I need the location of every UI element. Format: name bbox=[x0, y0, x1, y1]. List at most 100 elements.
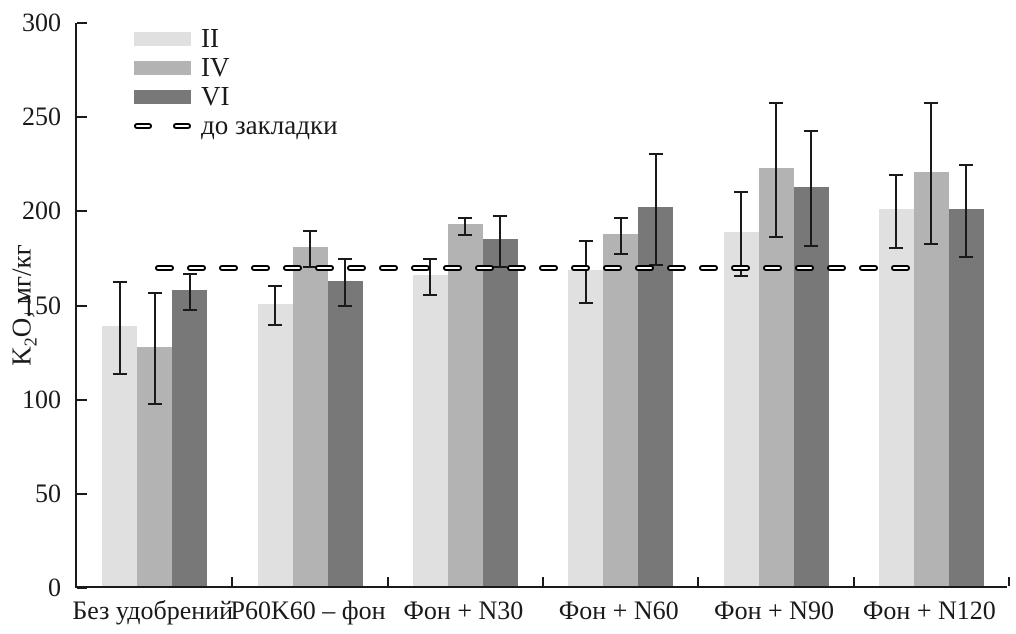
reference-dashed-line-segment bbox=[730, 264, 750, 271]
y-tick-label: 200 bbox=[22, 196, 61, 226]
legend-label-VI: VI bbox=[201, 81, 230, 111]
error-bar bbox=[654, 152, 657, 266]
error-bar-cap-bottom bbox=[493, 265, 508, 268]
reference-dashed-line-segment bbox=[826, 264, 846, 271]
legend-label-reference: до закладки bbox=[201, 110, 338, 140]
error-bar bbox=[429, 258, 432, 297]
y-axis-label-subscript: 2 bbox=[20, 337, 41, 347]
error-bar-cap-bottom bbox=[769, 235, 783, 238]
error-bar-cap-top bbox=[112, 281, 127, 284]
y-tick-label: 50 bbox=[35, 478, 61, 508]
y-axis-tick bbox=[77, 22, 87, 24]
bar-VI-1 bbox=[172, 290, 208, 586]
reference-dashed-line-segment bbox=[442, 264, 462, 271]
bar-IV-4 bbox=[603, 233, 639, 586]
error-bar-cap-top bbox=[959, 164, 974, 167]
error-bar bbox=[464, 216, 467, 236]
error-bar-cap-bottom bbox=[924, 243, 939, 246]
error-bar-cap-top bbox=[303, 230, 317, 233]
reference-dashed-line-segment bbox=[506, 264, 526, 271]
bar-II-5 bbox=[723, 231, 759, 586]
y-axis-label-base: K bbox=[6, 346, 37, 366]
error-bar bbox=[619, 216, 622, 255]
x-axis-tick bbox=[386, 577, 389, 586]
bar-VI-2 bbox=[327, 280, 363, 586]
error-bar-cap-top bbox=[147, 292, 162, 295]
error-bar bbox=[153, 292, 156, 406]
error-bar-cap-top bbox=[648, 152, 663, 155]
error-bar bbox=[188, 273, 191, 312]
reference-dashed-line-segment bbox=[538, 264, 558, 271]
error-bar bbox=[344, 258, 346, 308]
error-bar-cap-top bbox=[804, 130, 818, 133]
y-axis-tick bbox=[77, 398, 87, 401]
bar-VI-3 bbox=[482, 239, 518, 586]
error-bar-cap-top bbox=[889, 173, 904, 176]
error-bar-cap-top bbox=[268, 284, 282, 287]
legend-item-series-VI: VI bbox=[134, 81, 338, 111]
error-bar-cap-bottom bbox=[338, 305, 352, 308]
y-tick-label: 250 bbox=[22, 102, 61, 132]
y-axis-tick bbox=[77, 116, 87, 119]
error-bar-cap-bottom bbox=[578, 301, 593, 304]
y-tick-label: 100 bbox=[22, 384, 61, 414]
legend-item-series-IV: IV bbox=[134, 52, 338, 82]
error-bar bbox=[309, 230, 311, 268]
error-bar-cap-bottom bbox=[613, 252, 628, 255]
bar-VI-5 bbox=[793, 186, 829, 586]
x-category-label: Фон + N60 bbox=[558, 596, 679, 625]
error-bar-cap-top bbox=[182, 273, 197, 276]
reference-dashed-line-segment bbox=[698, 264, 718, 271]
error-bar-cap-top bbox=[578, 239, 593, 242]
error-bar-cap-bottom bbox=[147, 403, 162, 406]
legend-swatch-II bbox=[134, 31, 191, 46]
error-bar bbox=[965, 164, 968, 259]
reference-dashed-line-segment bbox=[666, 264, 686, 271]
reference-dashed-line-segment bbox=[858, 264, 878, 271]
reference-dashed-line-segment bbox=[474, 264, 494, 271]
error-bar-cap-top bbox=[613, 216, 628, 219]
dashed-line-icon bbox=[134, 119, 191, 133]
x-axis-tick bbox=[852, 577, 855, 586]
error-bar-cap-bottom bbox=[804, 245, 818, 248]
x-axis-tick bbox=[231, 577, 234, 586]
legend-swatch-IV bbox=[134, 60, 191, 75]
bar-II-6 bbox=[878, 209, 914, 586]
x-axis-tick bbox=[697, 577, 700, 586]
error-bar bbox=[895, 173, 898, 249]
reference-dashed-line-segment bbox=[410, 264, 430, 271]
legend-item-series-II: II bbox=[134, 23, 338, 53]
error-bar-cap-top bbox=[493, 215, 508, 218]
reference-dashed-line-segment bbox=[186, 264, 206, 271]
bar-IV-3 bbox=[447, 224, 483, 586]
bar-II-2 bbox=[257, 303, 293, 586]
reference-dashed-line-segment bbox=[250, 264, 270, 271]
reference-dashed-line-segment bbox=[314, 264, 334, 271]
error-bar bbox=[584, 239, 587, 304]
y-axis-tick bbox=[77, 587, 87, 589]
y-tick-label: 150 bbox=[22, 290, 61, 320]
error-bar-cap-bottom bbox=[889, 247, 904, 249]
reference-dashed-line-segment bbox=[794, 264, 814, 271]
legend: II IV VI до закладки bbox=[134, 23, 338, 140]
error-bar-cap-bottom bbox=[959, 256, 974, 259]
bar-VI-6 bbox=[948, 209, 984, 586]
bar-IV-2 bbox=[292, 247, 328, 586]
reference-dashed-line-segment bbox=[282, 264, 302, 271]
reference-dashed-line-segment bbox=[154, 264, 174, 271]
error-bar-cap-bottom bbox=[303, 265, 317, 268]
error-bar-cap-top bbox=[924, 102, 939, 105]
x-category-label: Без удобрений bbox=[72, 596, 233, 625]
y-tick-label: 300 bbox=[22, 8, 61, 37]
reference-dashed-line-segment bbox=[218, 264, 238, 271]
error-bar-cap-bottom bbox=[182, 309, 197, 312]
y-axis-tick bbox=[77, 304, 87, 307]
error-bar bbox=[499, 215, 502, 268]
x-axis-tick bbox=[542, 577, 544, 586]
reference-dashed-line-segment bbox=[570, 264, 590, 271]
error-bar bbox=[118, 281, 121, 376]
error-bar-cap-bottom bbox=[734, 275, 748, 278]
error-bar bbox=[810, 130, 812, 248]
error-bar-cap-top bbox=[423, 258, 438, 261]
